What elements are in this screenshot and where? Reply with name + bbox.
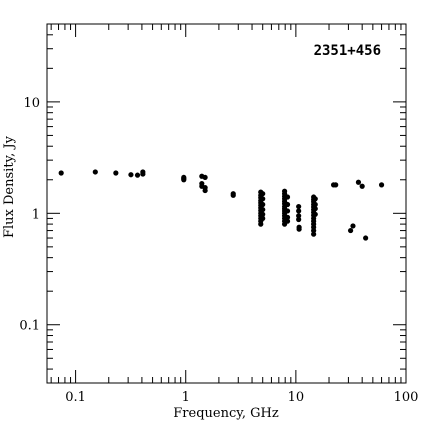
data-point	[260, 191, 266, 197]
data-point	[296, 208, 302, 214]
data-point	[258, 221, 264, 227]
y-axis-label: Flux Density, Jy	[2, 135, 17, 238]
data-point	[296, 226, 302, 232]
data-point	[230, 192, 236, 198]
x-tick-label: 100	[394, 390, 419, 405]
data-point	[128, 172, 134, 178]
data-point	[363, 235, 369, 241]
y-tick-label: 10	[23, 96, 40, 111]
y-tick-label: 1	[32, 207, 40, 222]
data-point	[311, 227, 317, 234]
x-tick-label: 1	[182, 390, 190, 405]
data-points	[58, 169, 385, 241]
data-point	[312, 201, 318, 208]
data-point	[333, 182, 339, 188]
data-point	[312, 211, 318, 217]
data-point	[350, 223, 356, 229]
y-tick-label: 0.1	[19, 319, 40, 334]
plot-frame	[46, 23, 407, 384]
data-point	[311, 231, 317, 237]
data-point	[260, 215, 266, 222]
data-point	[134, 172, 141, 178]
data-point	[359, 183, 365, 189]
data-point	[284, 194, 291, 200]
data-point	[312, 206, 318, 212]
axis-ticks	[47, 23, 407, 384]
data-point	[113, 170, 119, 176]
data-point	[260, 206, 266, 213]
x-tick-label: 0.1	[65, 390, 86, 405]
data-point	[202, 174, 208, 181]
data-point	[284, 208, 291, 214]
data-point	[378, 182, 385, 188]
chart-title: 2351+456	[314, 43, 381, 59]
x-axis-label: Frequency, GHz	[173, 406, 279, 421]
data-point	[92, 169, 98, 175]
data-point	[296, 213, 302, 219]
data-point	[260, 211, 266, 217]
data-point	[260, 196, 266, 202]
data-point	[260, 201, 266, 208]
data-point	[284, 218, 291, 224]
data-point	[140, 169, 146, 175]
data-point	[284, 201, 291, 208]
data-point	[202, 187, 208, 194]
data-point	[284, 214, 291, 220]
data-point	[296, 216, 302, 223]
data-point	[312, 196, 318, 202]
data-point	[58, 170, 64, 176]
data-point	[347, 227, 354, 234]
data-point	[181, 177, 187, 183]
data-point	[355, 179, 362, 185]
x-tick-label: 10	[288, 390, 305, 405]
data-point	[296, 203, 302, 210]
tick-labels: 0.1 1 10 100 0.1 1 10	[19, 96, 418, 405]
